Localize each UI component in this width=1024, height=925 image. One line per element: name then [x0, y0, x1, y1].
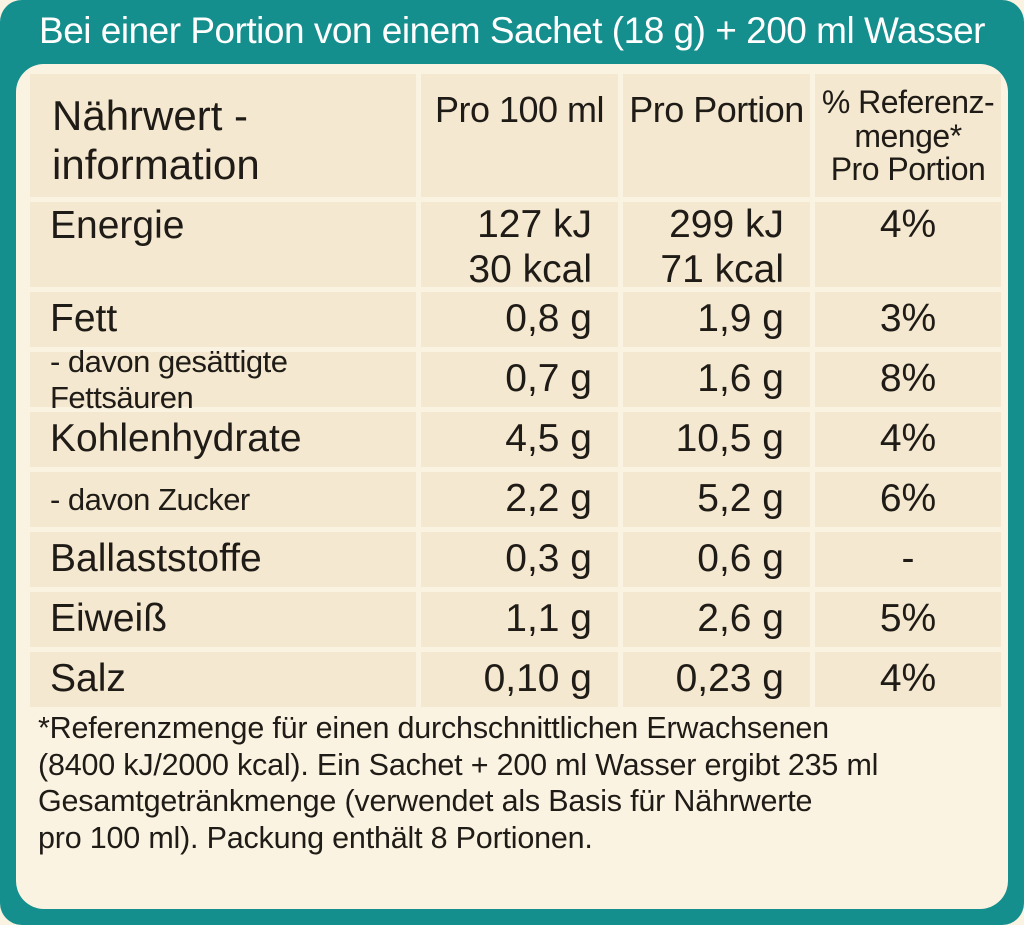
nutrient-label: Eiweiß — [30, 592, 416, 647]
reference-intake-value: 6% — [815, 472, 1001, 527]
per-100ml-value: 1,1 g — [421, 592, 618, 647]
nutrition-info-heading-line1: Nährwert - — [52, 92, 249, 139]
per-100ml-value: 0,10 g — [421, 652, 618, 707]
table-row-fibre: Ballaststoffe 0,3 g 0,6 g - — [30, 532, 1001, 587]
reference-intake-value: 4% — [815, 202, 1001, 287]
reference-intake-value: - — [815, 532, 1001, 587]
reference-intake-header-line2: menge* — [854, 117, 962, 154]
per-portion-value: 0,23 g — [623, 652, 810, 707]
table-row-saturated-fat: - davon gesättigte Fettsäuren 0,7 g 1,6 … — [30, 344, 1001, 415]
reference-intake-header-line3: Pro Portion — [830, 151, 986, 188]
nutrient-label: Kohlenhydrate — [30, 412, 416, 467]
energy-kcal-per-portion: 71 kcal — [660, 247, 784, 291]
table-row-energy: Energie 127 kJ 30 kcal 299 kJ 71 kcal 4% — [30, 202, 1001, 291]
nutrient-label: Ballaststoffe — [30, 532, 416, 587]
per-100ml-header: Pro 100 ml — [421, 74, 618, 197]
nutrient-label: Fett — [30, 292, 416, 347]
nutrient-label: Energie — [30, 202, 416, 287]
reference-intake-value: 3% — [815, 292, 1001, 347]
reference-intake-header: % Referenz- menge* Pro Portion — [815, 74, 1001, 197]
per-100ml-value: 4,5 g — [421, 412, 618, 467]
per-100ml-value: 2,2 g — [421, 472, 618, 527]
energy-kj-per-portion: 299 kJ — [669, 203, 784, 246]
per-100ml-value: 0,3 g — [421, 532, 618, 587]
nutrition-table: Nährwert - information Pro 100 ml Pro Po… — [30, 74, 1001, 712]
per-portion-value: 1,9 g — [623, 292, 810, 347]
table-row-sugar: - davon Zucker 2,2 g 5,2 g 6% — [30, 472, 1001, 527]
table-row-carbohydrates: Kohlenhydrate 4,5 g 10,5 g 4% — [30, 412, 1001, 467]
per-100ml-value: 127 kJ 30 kcal — [421, 202, 618, 291]
nutrition-info-heading: Nährwert - information — [30, 74, 416, 197]
energy-kj-per-100ml: 127 kJ — [477, 203, 592, 246]
nutrition-info-heading-line2: information — [52, 140, 260, 188]
reference-intake-value: 4% — [815, 412, 1001, 467]
per-portion-value: 10,5 g — [623, 412, 810, 467]
table-row-fat: Fett 0,8 g 1,9 g 3% — [30, 292, 1001, 347]
reference-intake-header-line1: % Referenz- — [821, 84, 995, 120]
reference-intake-footnote: *Referenzmenge für einen durchschnittlic… — [38, 711, 879, 855]
reference-intake-value: 4% — [815, 652, 1001, 707]
table-row-protein: Eiweiß 1,1 g 2,6 g 5% — [30, 592, 1001, 647]
serving-header: Bei einer Portion von einem Sachet (18 g… — [39, 10, 985, 51]
energy-kcal-per-100ml: 30 kcal — [468, 247, 592, 291]
per-portion-value: 1,6 g — [623, 352, 810, 407]
per-portion-value: 5,2 g — [623, 472, 810, 527]
nutrient-label: - davon Zucker — [30, 472, 416, 527]
energy-ri: 4% — [879, 203, 937, 246]
nutrient-label: Salz — [30, 652, 416, 707]
energy-label: Energie — [50, 204, 185, 247]
reference-intake-value: 5% — [815, 592, 1001, 647]
per-portion-header: Pro Portion — [623, 74, 810, 197]
per-portion-value: 299 kJ 71 kcal — [623, 202, 810, 291]
table-row-salt: Salz 0,10 g 0,23 g 4% — [30, 652, 1001, 707]
table-header-row: Nährwert - information Pro 100 ml Pro Po… — [30, 74, 1001, 197]
per-portion-value: 2,6 g — [623, 592, 810, 647]
nutrition-panel: Nährwert - information Pro 100 ml Pro Po… — [16, 64, 1008, 909]
per-100ml-value: 0,7 g — [421, 352, 618, 407]
per-portion-value: 0,6 g — [623, 532, 810, 587]
reference-intake-value: 8% — [815, 352, 1001, 407]
per-100ml-value: 0,8 g — [421, 292, 618, 347]
nutrient-label: - davon gesättigte Fettsäuren — [30, 344, 416, 415]
